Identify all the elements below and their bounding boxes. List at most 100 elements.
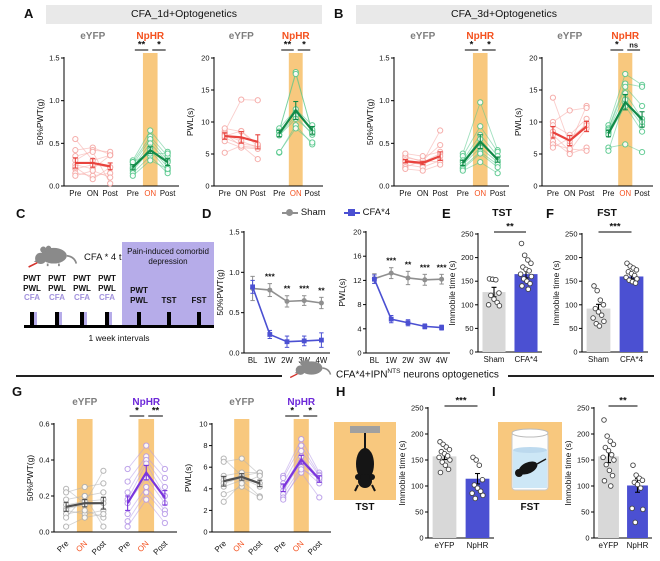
- svg-text:NpHR: NpHR: [466, 31, 495, 42]
- svg-text:10: 10: [201, 118, 209, 127]
- svg-text:8: 8: [357, 300, 361, 309]
- svg-text:ON: ON: [235, 189, 247, 198]
- fst-schematic-label: FST: [520, 502, 540, 513]
- svg-text:0: 0: [573, 348, 577, 357]
- timeline-label-column: PWT PWL CFA: [48, 274, 66, 302]
- svg-text:15: 15: [201, 86, 209, 95]
- svg-text:2W: 2W: [281, 356, 293, 365]
- svg-text:250: 250: [411, 404, 424, 413]
- svg-text:0: 0: [205, 182, 209, 191]
- svg-text:**: **: [619, 396, 627, 407]
- timeline-tick: [55, 312, 59, 325]
- svg-text:0.0: 0.0: [49, 182, 59, 191]
- svg-text:eYFP: eYFP: [229, 397, 254, 408]
- svg-text:Pre: Pre: [602, 189, 614, 198]
- panel-g-pwl-chart: 0 2 4 6 8 10 PWL(s) eYFP Pre ON Post NpHR * * Pre ON Pos…: [183, 394, 334, 561]
- svg-text:***: ***: [299, 284, 310, 294]
- svg-text:NpHR: NpHR: [467, 541, 489, 550]
- svg-text:4W: 4W: [316, 356, 328, 365]
- svg-text:***: ***: [437, 262, 448, 272]
- svg-text:NpHR: NpHR: [627, 541, 649, 550]
- svg-text:8: 8: [203, 441, 207, 450]
- svg-text:eYFP: eYFP: [229, 31, 254, 42]
- svg-text:eYFP: eYFP: [72, 397, 97, 408]
- svg-text:5: 5: [533, 150, 537, 159]
- svg-text:4: 4: [357, 324, 361, 333]
- svg-text:*: *: [135, 406, 139, 417]
- fst-schematic-icon: [498, 422, 562, 500]
- svg-text:Post: Post: [160, 189, 176, 198]
- svg-text:2: 2: [203, 506, 207, 515]
- header-text-sup: NTS: [387, 368, 401, 375]
- svg-text:Pre: Pre: [399, 189, 411, 198]
- sham-line-marker-icon: [281, 209, 298, 216]
- panel-f-letter: F: [546, 206, 554, 221]
- svg-text:100: 100: [411, 482, 424, 491]
- svg-text:PWL(s): PWL(s): [338, 278, 347, 307]
- svg-text:1W: 1W: [385, 356, 397, 365]
- tst-schematic-label: TST: [355, 502, 375, 513]
- svg-text:Immobile time (s): Immobile time (s): [564, 440, 573, 505]
- svg-text:0.2: 0.2: [39, 492, 49, 501]
- panel-b-letter: B: [334, 6, 344, 21]
- timeline-label-column: PWT PWL CFA: [73, 274, 91, 302]
- timeline-tick: [105, 312, 109, 325]
- svg-text:ON: ON: [74, 539, 89, 554]
- panel-h-letter: H: [336, 384, 346, 399]
- svg-text:**: **: [138, 40, 146, 51]
- chart-svg-E: 0 50 100 150 200 250 Immobile time (s) ** Sham CF…: [447, 222, 542, 364]
- svg-text:0.4: 0.4: [39, 456, 49, 465]
- mouse-icon: [28, 245, 78, 268]
- panel-f-title: FST: [597, 207, 617, 219]
- svg-text:***: ***: [609, 222, 620, 233]
- panel-i-letter: I: [492, 384, 496, 399]
- svg-text:Immobile time (s): Immobile time (s): [552, 260, 561, 325]
- svg-text:BL: BL: [248, 356, 258, 365]
- chart-svg-F: 0 50 100 150 200 250 Immobile time (s) *** Sham C…: [551, 222, 648, 364]
- svg-text:50: 50: [415, 508, 423, 517]
- panel-i-fst-chart: 0 50 100 150 200 250 Immobile time (s) ** eYFP Np…: [563, 394, 658, 559]
- timeline-cfa-tick: [84, 312, 87, 325]
- svg-text:ON: ON: [231, 539, 246, 554]
- depression-box: Pain-induced comorbid depression: [122, 242, 214, 325]
- svg-text:*: *: [302, 40, 306, 51]
- timeline-label-column: TST: [161, 296, 177, 305]
- svg-text:0.0: 0.0: [39, 528, 49, 537]
- chart-svg-H: 0 50 100 150 200 250 Immobile time (s) *** eYFP N…: [397, 396, 494, 550]
- panel-h-tst-chart: 0 50 100 150 200 250 Immobile time (s) *** eYFP N…: [397, 394, 500, 559]
- svg-text:20: 20: [201, 54, 209, 63]
- header-text-pre: CFA*4+IPN: [336, 369, 388, 381]
- svg-text:0.0: 0.0: [229, 349, 239, 358]
- mouse-icon: [289, 359, 332, 379]
- svg-text:Pre: Pre: [273, 189, 285, 198]
- svg-text:Post: Post: [250, 189, 266, 198]
- svg-text:Pre: Pre: [127, 189, 139, 198]
- svg-text:PWL(s): PWL(s): [186, 108, 195, 137]
- panel-c-letter: C: [16, 206, 26, 221]
- svg-text:Pre: Pre: [117, 539, 133, 555]
- timeline-label-column: PWT PWL CFA: [23, 274, 41, 302]
- svg-text:0: 0: [203, 528, 207, 537]
- panel-d-pwl-chart: 0 4 8 12 16 20 PWL(s) BL 1W 2W 3W 4W *** ** *** ***: [337, 224, 456, 374]
- svg-text:100: 100: [461, 300, 474, 309]
- svg-text:Post: Post: [152, 539, 170, 557]
- svg-text:Pre: Pre: [55, 539, 71, 555]
- svg-text:0.5: 0.5: [379, 139, 389, 148]
- svg-text:20: 20: [353, 228, 361, 237]
- svg-text:**: **: [284, 40, 292, 51]
- panel-d-letter: D: [202, 206, 212, 221]
- legend-item-sham: Sham: [281, 207, 326, 218]
- svg-text:ON: ON: [290, 189, 302, 198]
- panel-c-schematic: CFA * 4 times Pain-induced comorbid depr…: [22, 230, 216, 360]
- svg-text:0: 0: [419, 534, 423, 543]
- svg-text:10: 10: [529, 118, 537, 127]
- svg-text:**: **: [506, 222, 514, 233]
- svg-text:50%PWT(g): 50%PWT(g): [26, 455, 35, 501]
- svg-text:0.0: 0.0: [379, 182, 389, 191]
- svg-text:Pre: Pre: [272, 539, 288, 555]
- svg-text:0: 0: [585, 534, 589, 543]
- svg-text:200: 200: [577, 430, 590, 439]
- svg-text:*: *: [308, 406, 312, 417]
- svg-text:ON: ON: [564, 189, 576, 198]
